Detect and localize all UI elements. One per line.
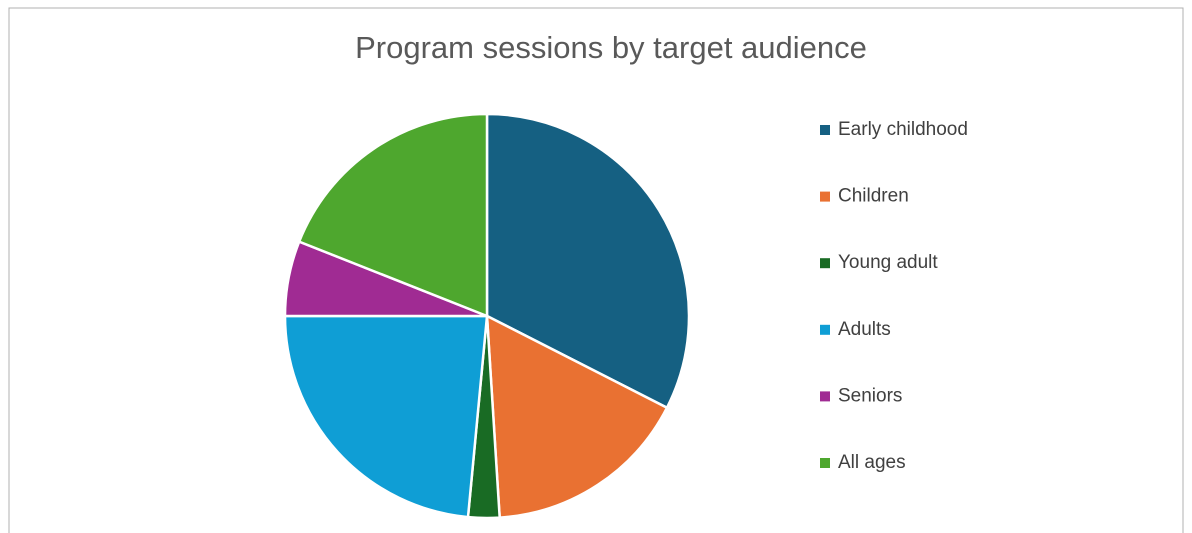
legend-label: Early childhood [838,119,968,140]
legend-label: All ages [838,452,906,473]
legend-label: Children [838,186,909,207]
legend-swatch [820,391,830,402]
legend-swatch [820,324,830,335]
legend-swatch [820,458,830,468]
pie-slice [485,112,691,410]
pie-slice [297,112,489,318]
legend-label: Seniors [838,385,902,406]
legend-label: Young adult [838,252,938,273]
legend-label: Adults [838,319,891,340]
pie-slice [485,313,669,519]
legend-swatch [820,191,830,202]
pie-slice [283,314,489,519]
legend-swatch [820,125,830,135]
chart-title: Program sessions by target audience [355,30,867,65]
legend-swatch [820,258,830,269]
